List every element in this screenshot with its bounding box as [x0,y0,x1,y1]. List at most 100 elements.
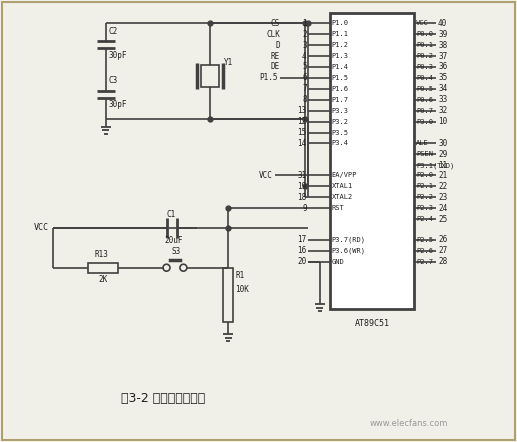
Text: XTAL2: XTAL2 [331,194,353,200]
Text: 14: 14 [297,139,307,148]
Text: P2.1: P2.1 [416,183,433,189]
Text: P0.1: P0.1 [416,42,433,48]
Text: P3.0: P3.0 [416,118,433,125]
Text: C2: C2 [109,27,118,36]
Text: 16: 16 [297,246,307,255]
Text: RST: RST [331,205,344,211]
Text: 33: 33 [438,95,447,104]
Text: P3.6(WR): P3.6(WR) [331,248,366,254]
Text: 39: 39 [438,30,447,39]
Text: VCC: VCC [34,224,49,232]
Text: P3.4: P3.4 [331,141,348,146]
Text: ALE: ALE [416,141,429,146]
Text: 2: 2 [302,30,307,39]
Text: www.elecfans.com: www.elecfans.com [370,419,448,428]
Text: 20: 20 [297,257,307,266]
Text: 4: 4 [302,52,307,61]
Text: P3.5: P3.5 [331,130,348,136]
Text: 38: 38 [438,41,447,50]
Text: 15: 15 [297,128,307,137]
Bar [201,65,219,87]
Text: R1: R1 [235,271,245,280]
Text: 12: 12 [297,117,307,126]
Text: P0.4: P0.4 [416,75,433,81]
Text: 18: 18 [297,193,307,202]
Text: 34: 34 [438,84,447,93]
Bar [88,263,118,273]
Text: XTAL1: XTAL1 [331,183,353,189]
Text: 8: 8 [302,95,307,104]
Text: P2.5: P2.5 [416,237,433,243]
Text: 25: 25 [438,214,447,224]
Text: 3: 3 [302,41,307,50]
Text: 10: 10 [438,117,447,126]
Text: 19: 19 [297,182,307,191]
Text: 26: 26 [438,236,447,244]
Text: P3.2: P3.2 [331,118,348,125]
Text: R13: R13 [95,250,109,259]
Text: P3.1(TXD): P3.1(TXD) [416,162,454,168]
Text: 10K: 10K [235,285,249,294]
Text: 21: 21 [438,171,447,180]
Text: 7: 7 [302,84,307,93]
Text: 图3-2 单片机最小系统: 图3-2 单片机最小系统 [121,392,205,405]
Text: P0.7: P0.7 [416,108,433,114]
Text: P1.5: P1.5 [260,73,278,82]
Text: P2.0: P2.0 [416,172,433,178]
Text: 6: 6 [302,73,307,82]
Text: 17: 17 [297,236,307,244]
Text: 22: 22 [438,182,447,191]
Text: 11: 11 [438,161,447,170]
Text: 24: 24 [438,204,447,213]
Text: P0.0: P0.0 [416,31,433,37]
Text: P2.4: P2.4 [416,216,433,222]
Text: C3: C3 [109,76,118,85]
Text: 28: 28 [438,257,447,266]
Text: 31: 31 [297,171,307,180]
Text: 36: 36 [438,62,447,72]
Text: P2.3: P2.3 [416,205,433,211]
Text: 27: 27 [438,246,447,255]
Text: DE: DE [270,62,280,72]
Text: 20uF: 20uF [164,236,183,245]
Text: 23: 23 [438,193,447,202]
Text: D: D [275,41,280,50]
Text: 13: 13 [297,106,307,115]
Text: 40: 40 [438,19,447,28]
Text: 5: 5 [302,62,307,72]
Text: AT89C51: AT89C51 [354,319,389,328]
Text: P0.3: P0.3 [416,64,433,70]
Text: CLK: CLK [266,30,280,39]
Text: PSEN: PSEN [416,152,433,157]
Bar [330,13,414,309]
Text: C1: C1 [167,210,176,218]
Text: Y1: Y1 [224,58,234,68]
Text: P1.5: P1.5 [331,75,348,81]
Text: 30pF: 30pF [109,100,127,109]
Text: S3: S3 [172,248,181,256]
Text: 32: 32 [438,106,447,115]
Text: 37: 37 [438,52,447,61]
Text: P3.7(RD): P3.7(RD) [331,236,366,243]
Text: P0.5: P0.5 [416,86,433,92]
Text: P1.4: P1.4 [331,64,348,70]
Text: P1.6: P1.6 [331,86,348,92]
Text: P1.2: P1.2 [331,42,348,48]
Text: RE: RE [270,52,280,61]
Text: P1.3: P1.3 [331,53,348,59]
Text: 30: 30 [438,139,447,148]
Text: P1.0: P1.0 [331,20,348,26]
Text: P0.2: P0.2 [416,53,433,59]
Text: P2.2: P2.2 [416,194,433,200]
Text: GND: GND [331,259,344,265]
Text: 9: 9 [302,204,307,213]
Text: 35: 35 [438,73,447,82]
Text: EA/VPP: EA/VPP [331,172,357,178]
Bar [223,268,233,322]
Text: P1.1: P1.1 [331,31,348,37]
Text: VCC: VCC [416,20,429,26]
Text: CS: CS [270,19,280,28]
Text: 29: 29 [438,150,447,159]
Text: 2K: 2K [99,275,108,284]
Text: 1: 1 [302,19,307,28]
